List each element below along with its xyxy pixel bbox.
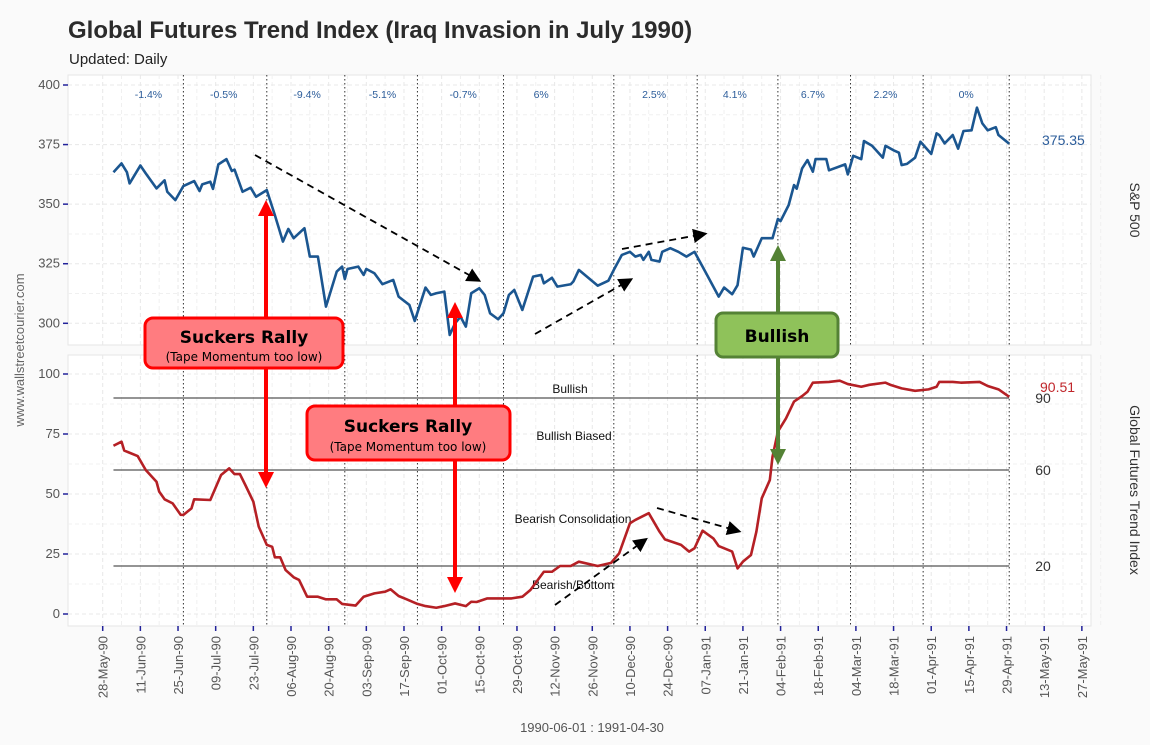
x-tick-label: 04-Feb-91 xyxy=(774,636,789,696)
y-tick-label: 50 xyxy=(46,486,60,501)
suckers-rally-1-subtitle: (Tape Momentum too low) xyxy=(166,350,323,364)
x-tick-label: 17-Sep-90 xyxy=(397,636,412,697)
x-tick-label: 01-Apr-91 xyxy=(924,636,939,694)
x-tick-label: 15-Apr-91 xyxy=(962,636,977,694)
suckers-rally-box-2: Suckers Rally (Tape Momentum too low) xyxy=(305,404,512,462)
period-change-label: 4.1% xyxy=(723,89,747,101)
y-tick-label: 25 xyxy=(46,546,60,561)
sp500-last-value: 375.35 xyxy=(1042,132,1085,148)
period-change-label: 2.5% xyxy=(642,89,666,101)
suckers-rally-box-1: Suckers Rally (Tape Momentum too low) xyxy=(143,316,345,370)
x-tick-label: 11-Jun-90 xyxy=(133,636,148,694)
y-tick-label: 375 xyxy=(38,137,60,152)
x-tick-label: 28-May-90 xyxy=(96,636,111,698)
threshold-label: 90 xyxy=(1035,390,1051,406)
suckers-rally-1-title: Suckers Rally xyxy=(180,328,309,348)
suckers-rally-box-2-bg xyxy=(305,404,512,462)
period-change-label: 6% xyxy=(534,89,549,101)
period-change-label: 0% xyxy=(959,89,974,101)
uptrend-arrow-2 xyxy=(621,228,708,250)
x-tick-label: 24-Dec-90 xyxy=(661,636,676,697)
gridlines xyxy=(68,75,1102,626)
y-tick-label: 75 xyxy=(46,426,60,441)
threshold-label: 60 xyxy=(1035,462,1051,478)
trend-arrows xyxy=(254,154,742,606)
x-tick-label: 29-Oct-90 xyxy=(510,636,525,694)
x-tick-label: 01-Oct-90 xyxy=(435,636,450,694)
x-tick-label: 12-Nov-90 xyxy=(548,636,563,697)
chart-title: Global Futures Trend Index (Iraq Invasio… xyxy=(68,17,692,44)
trend-index-last-value: 90.51 xyxy=(1040,379,1075,395)
x-tick-label: 07-Jan-91 xyxy=(698,636,713,695)
y-tick-label: 350 xyxy=(38,196,60,211)
x-tick-label: 27-May-91 xyxy=(1075,636,1090,698)
x-tick-label: 26-Nov-90 xyxy=(585,636,600,697)
y-tick-label: 325 xyxy=(38,256,60,271)
watermark: www.wallstreetcourier.com xyxy=(12,273,27,427)
y-tick-label: 400 xyxy=(38,77,60,92)
annotation-arrows xyxy=(258,200,786,593)
y-tick-label: 0 xyxy=(53,606,60,621)
y-tick-label: 300 xyxy=(38,315,60,330)
period-change-label: 6.7% xyxy=(801,89,825,101)
zone-label-bearish-consolidation: Bearish Consolidation xyxy=(515,512,632,526)
period-change-label: -5.1% xyxy=(369,89,396,101)
bullish-box-bg xyxy=(714,311,840,359)
bullish-title: Bullish xyxy=(745,327,810,347)
trend-index-line xyxy=(112,379,1010,610)
x-tick-label: 10-Dec-90 xyxy=(623,636,638,697)
x-tick-label: 03-Sep-90 xyxy=(359,636,374,697)
zone-label-bullish-biased: Bullish Biased xyxy=(536,429,611,443)
date-range-label: 1990-06-01 : 1991-04-30 xyxy=(520,720,664,735)
index-downtrend-arrow xyxy=(656,507,742,535)
x-tick-label: 20-Aug-90 xyxy=(322,636,337,697)
period-change-label: -1.4% xyxy=(135,89,162,101)
x-tick-label: 23-Jul-90 xyxy=(246,636,261,690)
sp500-panel xyxy=(67,74,1092,346)
period-change-label: -9.4% xyxy=(293,89,320,101)
chart-subtitle: Updated: Daily xyxy=(69,51,168,68)
x-tick-label: 21-Jan-91 xyxy=(736,636,751,695)
index-uptrend-arrow xyxy=(554,537,648,606)
x-tick-label: 13-May-91 xyxy=(1037,636,1052,698)
bullish-box: Bullish xyxy=(714,311,840,359)
sp500-line xyxy=(112,106,1011,337)
uptrend-arrow-1 xyxy=(534,278,634,335)
x-tick-label: 09-Jul-90 xyxy=(209,636,224,690)
zone-label-bearish-bottom: Bearish/Bottom xyxy=(532,578,614,592)
y-tick-label: 100 xyxy=(38,366,60,381)
x-tick-label: 29-Apr-91 xyxy=(1000,636,1015,694)
threshold-label: 20 xyxy=(1035,558,1051,574)
sp500-strip-label: S&P 500 xyxy=(1127,182,1143,237)
suckers-rally-2-subtitle: (Tape Momentum too low) xyxy=(330,440,487,454)
x-tick-label: 15-Oct-90 xyxy=(472,636,487,694)
x-tick-label: 04-Mar-91 xyxy=(849,636,864,696)
trend-index-strip-label: Global Futures Trend Index xyxy=(1127,405,1143,575)
trend-index-panel xyxy=(67,354,1092,627)
period-change-label: -0.5% xyxy=(210,89,237,101)
x-tick-label: 18-Mar-91 xyxy=(887,636,902,696)
x-tick-label: 25-Jun-90 xyxy=(171,636,186,695)
axis-ticks: 300 325 350 375 400 0 25 50 75 100 28-May-90 11-Jun… xyxy=(38,77,1090,698)
period-change-label: 2.2% xyxy=(874,89,898,101)
x-tick-label: 18-Feb-91 xyxy=(811,636,826,696)
x-tick-label: 06-Aug-90 xyxy=(284,636,299,697)
downtrend-arrow xyxy=(254,154,482,282)
series-lines xyxy=(112,106,1011,610)
period-change-label: -0.7% xyxy=(449,89,476,101)
suckers-rally-box-1-bg xyxy=(143,316,345,370)
suckers-rally-2-title: Suckers Rally xyxy=(344,417,473,437)
zone-label-bullish: Bullish xyxy=(552,382,587,396)
